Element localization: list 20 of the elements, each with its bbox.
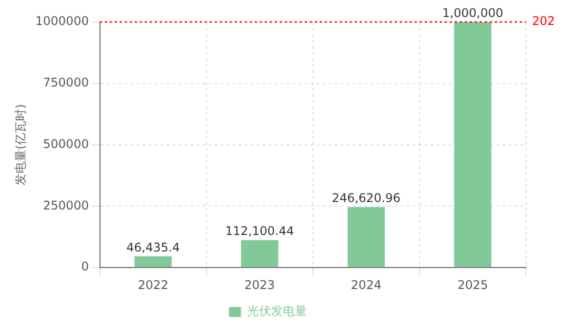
x-tick-label: 2024 — [350, 278, 382, 292]
x-tick-label: 2023 — [244, 278, 275, 292]
y-axis-title: 发电量(亿瓦时) — [13, 104, 28, 186]
data-label: 246,620.96 — [332, 191, 401, 206]
y-tick-label: 750000 — [43, 76, 89, 90]
text: 202 — [532, 14, 555, 28]
y-tick-label: 0 — [81, 260, 89, 274]
data-label: 1,000,000 — [442, 6, 504, 20]
y-tick-label: 250000 — [43, 198, 89, 212]
y-tick-label: 500000 — [43, 136, 89, 151]
bar — [454, 22, 492, 268]
y-tick-label: 1000000 — [35, 14, 89, 28]
x-tick-label: 2025 — [457, 278, 488, 292]
legend-label: 光伏发电量 — [247, 304, 307, 318]
data-label: 112,100.44 — [225, 224, 294, 238]
bar — [348, 207, 385, 268]
bar — [134, 256, 172, 268]
bar — [241, 240, 278, 268]
data-label: 46,435.4 — [126, 240, 180, 254]
x-tick-label: 2022 — [138, 278, 168, 292]
